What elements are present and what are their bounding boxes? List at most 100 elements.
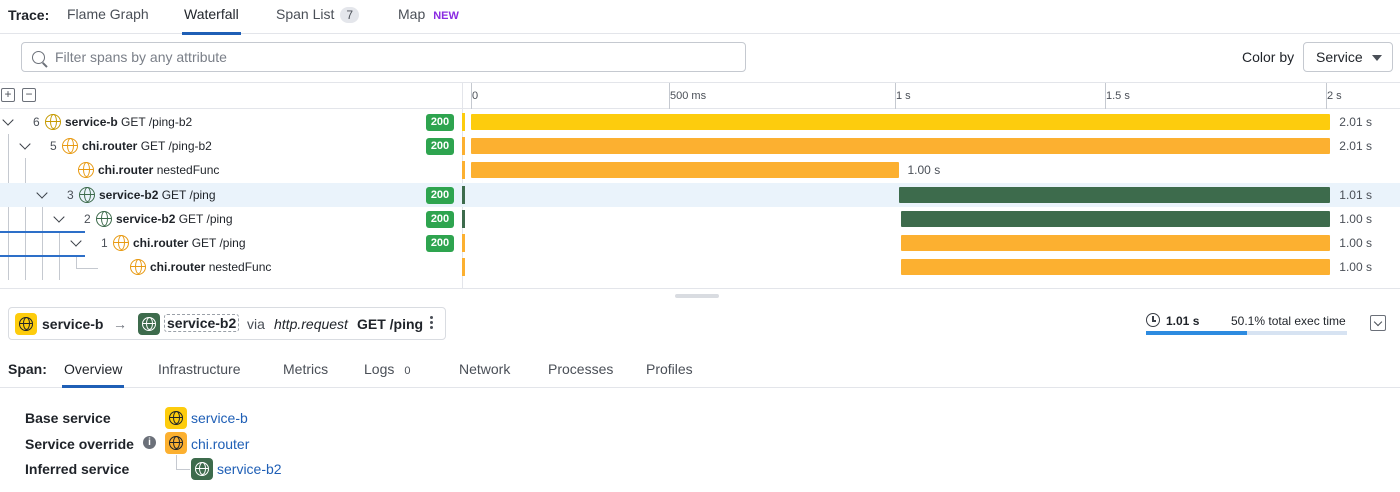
expand-all-icon[interactable]: + — [1, 88, 15, 102]
span-filter-search[interactable] — [21, 42, 746, 72]
status-badge: 200 — [426, 235, 454, 252]
more-options-icon[interactable] — [430, 316, 433, 319]
span-row[interactable]: chi.router nestedFunc 1.00 s — [0, 255, 1400, 279]
globe-icon — [130, 259, 146, 275]
color-by-select[interactable]: Service — [1303, 42, 1393, 72]
child-count: 3 — [67, 188, 74, 202]
span-resource: GET /ping — [191, 236, 246, 250]
span-resource: GET /ping-b2 — [121, 115, 193, 129]
span-bar[interactable] — [900, 259, 1331, 275]
inferred-service-link[interactable]: service-b2 — [217, 461, 282, 477]
span-row[interactable]: 2 service-b2 GET /ping 200 1.00 s — [0, 207, 1400, 231]
span-row[interactable]: 5 chi.router GET /ping-b2 200 2.01 s — [0, 134, 1400, 158]
span-service: service-b2 — [116, 212, 176, 226]
exec-time-bar — [1146, 331, 1347, 335]
info-icon[interactable]: i — [143, 436, 156, 449]
clock-icon — [1146, 313, 1160, 327]
tab-waterfall[interactable]: Waterfall — [182, 6, 241, 35]
tab-overview[interactable]: Overview — [61, 361, 125, 388]
service-b-icon — [15, 313, 37, 335]
span-bar[interactable] — [898, 187, 1331, 203]
panel-splitter — [0, 288, 1400, 289]
span-row[interactable]: 6 service-b GET /ping-b2 200 2.01 s — [0, 110, 1400, 134]
span-bar[interactable] — [471, 138, 1331, 154]
tab-span-list[interactable]: Span List 7 — [276, 6, 360, 34]
span-resource: GET /ping — [178, 212, 233, 226]
status-badge: 200 — [426, 211, 454, 228]
tree-connector — [8, 134, 9, 280]
exec-time-fill — [1146, 331, 1247, 335]
status-badge: 200 — [426, 114, 454, 131]
tick-line — [1105, 83, 1106, 109]
tick-label: 500 ms — [670, 90, 707, 102]
span-row[interactable]: 1 chi.router GET /ping 200 1.00 s — [0, 231, 1400, 255]
span-name: chi.router nestedFunc — [150, 260, 271, 274]
tab-network[interactable]: Network — [459, 361, 511, 377]
globe-icon — [78, 162, 94, 178]
span-bar[interactable] — [900, 235, 1331, 251]
waterfall-header: + − 0 500 ms 1 s 1.5 s 2 s — [0, 82, 1400, 109]
inferred-service-label: Inferred service — [25, 461, 130, 477]
span-duration: 2.01 s — [1339, 139, 1372, 153]
from-service[interactable]: service-b — [42, 316, 104, 332]
base-service-label: Base service — [25, 410, 111, 426]
service-b-icon — [165, 407, 187, 429]
collapse-all-icon[interactable]: − — [22, 88, 36, 102]
chevron-down-icon[interactable] — [36, 187, 48, 199]
span-count-badge: 7 — [340, 7, 360, 23]
tree-highlight — [0, 231, 85, 233]
span-row[interactable]: 3 service-b2 GET /ping 200 1.01 s — [0, 183, 1400, 207]
override-service-link[interactable]: chi.router — [191, 436, 250, 452]
service-color-marker — [462, 186, 465, 204]
span-duration: 1.00 s — [1339, 260, 1372, 274]
tab-processes[interactable]: Processes — [548, 361, 614, 377]
collapse-panel-icon[interactable] — [1370, 315, 1386, 331]
tab-profiles[interactable]: Profiles — [646, 361, 693, 377]
tab-map-label: Map — [398, 6, 426, 22]
chevron-down-icon[interactable] — [2, 114, 14, 126]
search-input[interactable] — [55, 47, 735, 67]
span-service: service-b2 — [99, 188, 159, 202]
span-bar[interactable] — [900, 211, 1331, 227]
arrow-right-icon: → — [113, 316, 127, 332]
globe-icon — [79, 187, 95, 203]
span-name: service-b GET /ping-b2 — [65, 115, 192, 129]
chevron-down-icon[interactable] — [19, 138, 31, 150]
tree-connector — [176, 469, 190, 470]
span-resource: GET /ping — [161, 188, 216, 202]
chevron-down-icon[interactable] — [53, 211, 65, 223]
service-b2-icon — [138, 313, 160, 335]
tab-flame-graph[interactable]: Flame Graph — [67, 6, 149, 22]
service-color-marker — [462, 234, 465, 252]
globe-icon — [45, 114, 61, 130]
span-bar[interactable] — [471, 114, 1331, 130]
span-service: chi.router — [82, 139, 138, 153]
chevron-down-icon[interactable] — [70, 235, 82, 247]
exec-time-pct: 50.1% total exec time — [1231, 314, 1346, 328]
tab-map[interactable]: Map NEW — [398, 6, 459, 34]
search-icon — [32, 51, 45, 64]
tree-highlight — [0, 255, 85, 257]
span-resource: nestedFunc — [208, 260, 272, 274]
base-service-link[interactable]: service-b — [191, 410, 248, 426]
tab-metrics[interactable]: Metrics — [283, 361, 329, 377]
to-service[interactable]: service-b2 — [164, 314, 240, 332]
tab-logs-label: Logs — [364, 361, 395, 377]
tab-infrastructure[interactable]: Infrastructure — [158, 361, 241, 377]
span-resource: GET /ping-b2 — [140, 139, 212, 153]
status-badge: 200 — [426, 138, 454, 155]
span-duration: 2.01 s — [1339, 115, 1372, 129]
tick-line — [1326, 83, 1327, 109]
span-service: chi.router — [98, 163, 154, 177]
tick-line — [895, 83, 896, 109]
resize-handle[interactable] — [675, 294, 719, 298]
tree-connector — [42, 207, 43, 280]
chevron-down-icon — [1372, 55, 1382, 61]
logs-count: 0 — [404, 365, 411, 377]
new-badge: NEW — [433, 10, 459, 22]
span-duration: 1.01 s — [1339, 188, 1372, 202]
span-duration: 1.00 s — [907, 163, 941, 177]
tab-logs[interactable]: Logs 0 — [364, 361, 410, 388]
span-bar[interactable] — [471, 162, 899, 178]
span-row[interactable]: chi.router nestedFunc 1.00 s — [0, 158, 1400, 182]
